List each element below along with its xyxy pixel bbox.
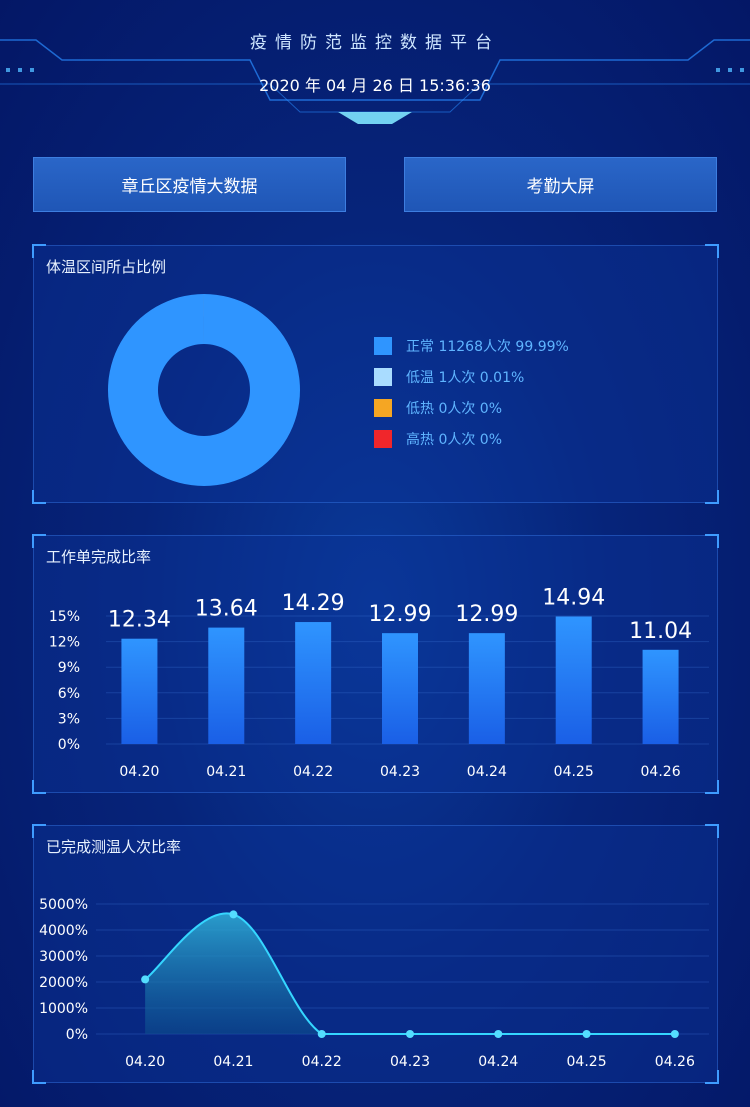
data-point xyxy=(582,1030,591,1038)
y-tick-label: 1000% xyxy=(39,1001,88,1017)
area-fill xyxy=(145,913,675,1034)
corner-decoration xyxy=(705,824,719,838)
y-tick-label: 0% xyxy=(58,737,80,753)
data-point xyxy=(494,1030,503,1038)
area-chart: 0% 1000% 2000% 3000% 4000% 5000% 04.20 04.21 04.… xyxy=(39,897,709,1070)
work-order-panel: 工作单完成比率 0% 3% 6% 9% 12% 15% 12.34 04.20 13.64 04.… xyxy=(32,534,719,794)
district-data-button[interactable]: 章丘区疫情大数据 xyxy=(33,157,346,212)
y-tick-label: 15% xyxy=(49,609,80,625)
x-tick-label: 04.22 xyxy=(302,1054,342,1070)
x-tick-label: 04.20 xyxy=(125,1054,165,1070)
bar-value-label: 11.04 xyxy=(629,619,692,644)
legend-label: 低温 1人次 0.01% xyxy=(406,369,525,386)
x-tick-label: 04.24 xyxy=(478,1054,518,1070)
bar-value-label: 14.94 xyxy=(542,586,605,611)
panel-title: 体温区间所占比例 xyxy=(46,258,167,276)
x-tick-label: 04.26 xyxy=(655,1054,695,1070)
x-tick-label: 04.24 xyxy=(467,764,507,780)
temperature-ratio-panel: 体温区间所占比例 正常 11268人次 99.99% 低温 1人次 0.01% … xyxy=(32,244,719,504)
corner-decoration xyxy=(32,780,46,794)
corner-decoration xyxy=(32,534,46,548)
corner-decoration xyxy=(32,1070,46,1084)
y-tick-label: 9% xyxy=(58,660,80,676)
bar xyxy=(555,616,592,744)
corner-decoration xyxy=(705,244,719,258)
x-tick-label: 04.22 xyxy=(293,764,333,780)
legend-swatch xyxy=(374,398,392,417)
legend: 正常 11268人次 99.99% 低温 1人次 0.01% 低热 0人次 0%… xyxy=(374,330,569,454)
y-tick-label: 3% xyxy=(58,711,80,727)
bar xyxy=(382,633,418,744)
attendance-screen-button[interactable]: 考勤大屏 xyxy=(404,157,717,212)
corner-decoration xyxy=(705,1070,719,1084)
y-tick-label: 0% xyxy=(66,1027,88,1043)
bar xyxy=(208,627,245,744)
bar-value-label: 12.34 xyxy=(108,608,171,633)
y-tick-label: 6% xyxy=(58,686,80,702)
bar-value-label: 12.99 xyxy=(369,602,432,627)
corner-decoration xyxy=(32,490,46,504)
panel-title: 工作单完成比率 xyxy=(46,548,152,566)
x-tick-label: 04.23 xyxy=(390,1054,430,1070)
datetime: 2020 年 04 月 26 日 15:36:36 xyxy=(259,76,491,95)
bar-chart: 0% 3% 6% 9% 12% 15% 12.34 04.20 13.64 04.21 14.29 0… xyxy=(49,586,709,780)
data-point xyxy=(406,1030,414,1038)
header-frame xyxy=(0,39,750,124)
legend-label: 高热 0人次 0% xyxy=(406,431,503,448)
data-point xyxy=(229,910,238,919)
x-tick-label: 04.21 xyxy=(213,1054,253,1070)
x-tick-label: 04.21 xyxy=(206,764,246,780)
x-tick-label: 04.23 xyxy=(380,764,420,780)
measurement-ratio-panel: 已完成测温人次比率 0% 1000% 2000% 3000% 4000% 5000% 04.… xyxy=(32,824,719,1084)
data-point xyxy=(317,1030,326,1038)
bar xyxy=(642,649,679,744)
legend-label: 正常 11268人次 99.99% xyxy=(406,338,569,355)
panel-title: 已完成测温人次比率 xyxy=(46,838,182,856)
data-point xyxy=(670,1030,679,1038)
y-tick-label: 3000% xyxy=(39,949,88,965)
y-tick-label: 4000% xyxy=(39,923,88,939)
legend-item[interactable]: 低温 1人次 0.01% xyxy=(374,361,569,392)
legend-item[interactable]: 低热 0人次 0% xyxy=(374,392,569,423)
bar-value-label: 13.64 xyxy=(195,597,258,622)
x-tick-label: 04.25 xyxy=(554,764,594,780)
header: 疫情防范监控数据平台 2020 年 04 月 26 日 15:36:36 xyxy=(0,0,750,125)
page-title: 疫情防范监控数据平台 xyxy=(250,33,500,53)
legend-swatch xyxy=(374,367,392,386)
pie-slice xyxy=(107,294,300,486)
legend-swatch xyxy=(374,336,392,355)
donut-chart xyxy=(107,294,300,486)
legend-item[interactable]: 正常 11268人次 99.99% xyxy=(374,330,569,361)
y-tick-label: 5000% xyxy=(39,897,88,913)
legend-label: 低热 0人次 0% xyxy=(406,400,503,417)
corner-decoration xyxy=(705,780,719,794)
corner-decoration xyxy=(705,534,719,548)
y-tick-label: 12% xyxy=(49,635,80,651)
bar xyxy=(121,638,158,744)
x-tick-label: 04.26 xyxy=(641,764,681,780)
bar-value-label: 14.29 xyxy=(282,591,345,616)
corner-decoration xyxy=(32,244,46,258)
bar-value-label: 12.99 xyxy=(455,602,518,627)
x-tick-label: 04.20 xyxy=(119,764,159,780)
corner-decoration xyxy=(32,824,46,838)
legend-swatch xyxy=(374,429,392,448)
legend-item[interactable]: 高热 0人次 0% xyxy=(374,423,569,454)
data-point xyxy=(141,975,150,984)
x-tick-label: 04.25 xyxy=(567,1054,607,1070)
corner-decoration xyxy=(705,490,719,504)
bar xyxy=(295,622,332,744)
bar xyxy=(468,633,505,744)
y-tick-label: 2000% xyxy=(39,975,88,991)
